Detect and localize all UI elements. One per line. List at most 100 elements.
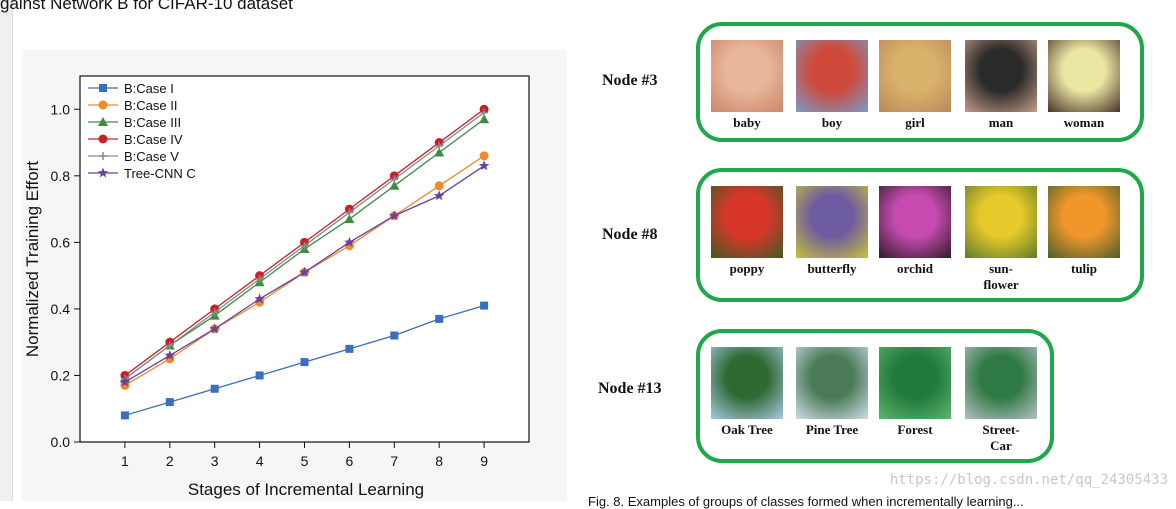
data-point-b-case-iii [434,147,445,157]
class-thumbnail: Pine Tree [794,347,870,438]
data-point-b-case-v [435,141,444,150]
data-point-tree-cnn-c [119,376,131,387]
class-caption: boy [821,115,843,130]
class-image [879,40,951,112]
data-point-b-case-i [210,384,219,393]
chart-legend: B:Case I B:Case II B:Case III B:Case IV B:Ca… [88,81,196,181]
legend-marker-b-case-i [99,84,107,92]
class-thumbnail: poppy [709,186,785,277]
class-thumbnail: sun-flower [963,186,1039,293]
legend-label-b-case-i: B:Case I [124,81,174,96]
page-left-gutter [0,0,13,501]
class-image [1048,40,1120,112]
x-tick-label: 7 [390,453,398,469]
data-point-tree-cnn-c [209,323,220,334]
data-point-b-case-v [210,308,219,317]
training-effort-chart: 1 2 3 4 5 6 7 8 9 0.0 0.2 0.4 0.6 0.8 1.0 Stages of In… [22,50,567,501]
class-thumbnail: girl [877,40,953,131]
class-caption-line: sun- [989,261,1013,276]
figure-caption-bottom: Fig. 8. Examples of groups of classes fo… [588,494,1024,509]
class-caption: Forest [897,422,933,437]
data-point-b-case-v [390,175,399,184]
y-tick-label: 0.8 [51,168,71,184]
class-caption: woman [1063,115,1105,130]
data-point-b-case-iii [479,114,490,124]
legend-label-b-case-iii: B:Case III [124,115,181,130]
data-point-b-case-v [165,341,174,350]
class-image [965,40,1037,112]
data-point-b-case-v [255,274,264,283]
figure-caption-top: gainst Network B for CIFAR-10 dataset [0,0,293,13]
data-point-b-case-i [480,301,489,310]
plot-frame [79,75,530,443]
data-point-b-case-i [345,344,354,353]
data-point-b-case-i [390,331,399,340]
class-image [1048,186,1120,258]
class-image [879,347,951,419]
x-tick-label: 3 [211,453,219,469]
x-tick-label: 1 [121,453,129,469]
data-point-b-case-ii [479,151,489,161]
data-point-tree-cnn-c [299,266,310,277]
y-tick-label: 0.2 [51,367,71,383]
data-point-tree-cnn-c [433,190,445,201]
class-thumbnail: boy [794,40,870,131]
y-axis-label: Normalized Training Effort [23,161,42,357]
class-caption: man [988,115,1014,130]
class-thumbnail: Oak Tree [709,347,785,438]
class-image [879,186,951,258]
x-tick-label: 4 [256,453,264,469]
class-caption: butterfly [807,261,857,276]
class-image [711,40,783,112]
data-point-tree-cnn-c [344,236,355,247]
y-tick-label: 0.6 [51,234,71,250]
class-caption: baby [733,115,761,130]
x-tick-label: 5 [301,453,309,469]
x-tick-label: 9 [480,453,488,469]
legend-label-tree-cnn-c: Tree-CNN C [124,166,196,181]
class-thumbnail: orchid [877,186,953,277]
class-thumbnail: tulip [1046,186,1122,277]
class-caption-line: Street- [982,422,1020,437]
y-tick-label: 1.0 [51,101,71,117]
watermark-text: https://blog.csdn.net/qq_24305433 [889,472,1168,488]
class-caption: poppy [729,261,765,276]
class-caption-line: flower [983,277,1019,292]
x-tick-label: 8 [435,453,443,469]
data-point-tree-cnn-c [389,210,400,221]
y-tick-label: 0.0 [51,434,71,450]
legend-marker-b-case-ii [98,100,108,110]
y-tick-label: 0.4 [51,301,71,317]
x-tick-label: 6 [346,453,354,469]
node-label: Node #8 [602,226,658,243]
class-thumbnail: baby [709,40,785,131]
class-thumbnail: Forest [877,347,953,438]
node-label: Node #3 [602,72,658,89]
class-thumbnail: butterfly [794,186,870,277]
class-caption-line: Car [990,438,1012,453]
data-point-b-case-v [345,208,354,217]
legend-marker-b-case-v [99,152,107,160]
class-thumbnail: man [963,40,1039,131]
legend-marker-tree-cnn-c [97,167,109,178]
class-image [796,347,868,419]
class-image [711,347,783,419]
data-point-b-case-iii [389,180,400,190]
class-image [711,186,783,258]
node-label: Node #13 [598,380,662,397]
legend-label-b-case-ii: B:Case II [124,98,177,113]
class-image [965,347,1037,419]
class-caption: Street- Car [963,422,1039,454]
data-point-b-case-i [435,314,444,323]
data-point-b-case-v [480,108,489,117]
class-thumbnail: woman [1046,40,1122,131]
data-point-b-case-i [255,371,264,380]
data-point-tree-cnn-c [164,349,176,360]
class-image [965,186,1037,258]
class-caption: girl [905,115,925,130]
legend-marker-b-case-iv [98,134,108,144]
data-point-tree-cnn-c [254,293,265,304]
class-caption: tulip [1070,261,1097,276]
data-point-b-case-v [300,241,309,250]
class-thumbnail: Street- Car [963,347,1039,454]
